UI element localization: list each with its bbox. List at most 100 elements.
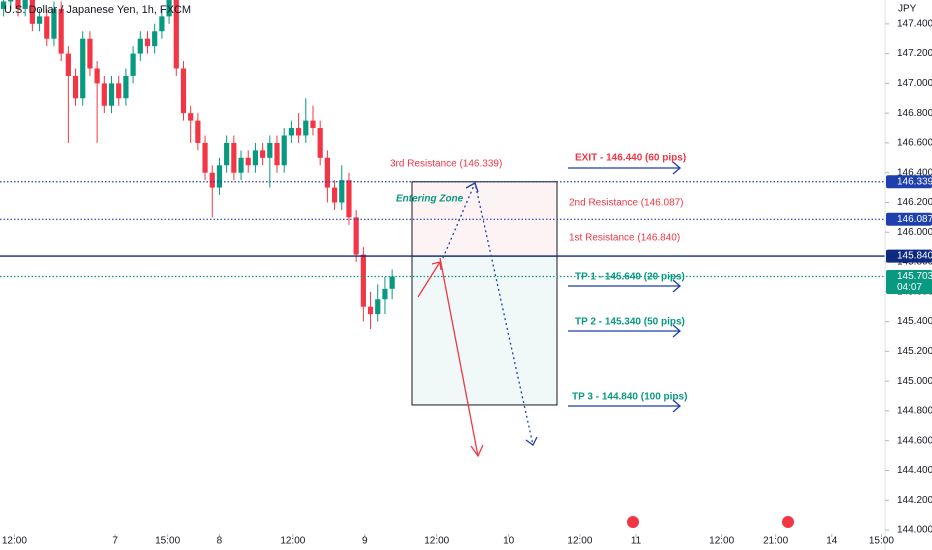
x-tick-label: 10	[503, 536, 515, 547]
y-tick-label: 144.800	[897, 406, 932, 417]
annotation: 3rd Resistance (146.339)	[390, 159, 502, 170]
price-label: 145.840	[897, 251, 932, 262]
y-tick-label: 146.800	[897, 108, 932, 119]
candle-body	[245, 157, 251, 166]
candle-body	[65, 53, 71, 76]
candle-body	[389, 276, 395, 289]
candle-body	[87, 38, 93, 69]
calendar-icons	[627, 516, 794, 528]
candle-body	[180, 68, 187, 114]
x-tick-label: 9	[362, 536, 368, 547]
candle-body	[108, 83, 115, 106]
y-tick-label: 145.000	[897, 376, 932, 387]
candle-body	[15, 0, 21, 9]
candle-body	[260, 150, 266, 158]
candle-body	[29, 0, 35, 24]
x-tick-label: 12:00	[424, 536, 449, 547]
y-tick-label: 144.200	[897, 495, 932, 506]
price-label: 146.087	[897, 214, 932, 225]
candle-body	[94, 68, 100, 84]
annotation: EXIT - 146.440 (60 pips)	[575, 153, 686, 164]
candle-body	[22, 0, 28, 9]
x-tick-label: 12:00	[2, 536, 27, 547]
x-tick-label: 11	[631, 536, 642, 547]
candle-body	[224, 142, 230, 166]
y-tick-label: 145.400	[897, 316, 932, 327]
chart-title: U.S. Dollar / Japanese Yen, 1h, FXCM	[4, 4, 191, 16]
price-label-bg	[886, 249, 932, 263]
price-label-bg	[886, 269, 932, 294]
candle-body	[324, 157, 330, 188]
x-tick-label: 15:00	[155, 536, 180, 547]
x-tick-label: 14	[826, 536, 838, 547]
x-tick-label: 12:00	[567, 536, 592, 547]
annotation: Entering Zone	[396, 194, 464, 205]
x-tick-label: 12:00	[280, 536, 305, 547]
candle-body	[202, 142, 208, 173]
candle-body	[130, 53, 136, 76]
candle-body	[288, 128, 295, 136]
y-tick-label: 145.200	[897, 346, 932, 357]
candle-body	[188, 113, 194, 121]
candle-body	[295, 128, 302, 136]
candle-body	[137, 38, 143, 54]
annotation: 1st Resistance (146.840)	[569, 233, 680, 244]
candle-body	[152, 31, 158, 47]
candle-body	[339, 180, 345, 203]
annotation: 2nd Resistance (146.087)	[569, 198, 684, 209]
y-tick-label: 146.000	[897, 227, 932, 238]
x-tick-label: 8	[217, 536, 223, 547]
candle-body	[159, 16, 165, 32]
x-tick-label: 12:00	[709, 536, 734, 547]
y-tick-label: 147.200	[897, 48, 932, 59]
candle-body	[80, 38, 86, 99]
annotation: TP 2 - 145.340 (50 pips)	[575, 317, 685, 328]
y-tick-label: 146.200	[897, 197, 932, 208]
arrows	[417, 161, 681, 458]
candle-body	[252, 150, 259, 166]
y-tick-label: 144.400	[897, 465, 932, 476]
y-tick-label: 147.000	[897, 78, 932, 89]
price-label: 145.703	[897, 271, 932, 282]
annotation: TP 1 - 145.640 (20 pips)	[575, 272, 685, 283]
candle-body	[72, 75, 79, 99]
candle-body	[144, 38, 151, 47]
candle-body	[303, 120, 309, 136]
candle-body	[216, 165, 223, 188]
price-label-bg	[886, 175, 932, 189]
candle-body	[166, 0, 172, 17]
zone	[411, 255, 558, 406]
y-tick-label: 146.600	[897, 138, 932, 149]
candle-body	[58, 8, 64, 54]
price-label-bg	[886, 212, 932, 226]
y-tick-label: 144.000	[897, 525, 932, 536]
candle-body	[173, 0, 179, 69]
x-tick-label: 7	[112, 536, 118, 547]
candle-body	[195, 120, 201, 143]
annotation: TP 3 - 144.840 (100 pips)	[572, 392, 687, 403]
candle-body	[238, 157, 244, 173]
candle-body	[274, 142, 280, 166]
candle-body	[116, 83, 122, 99]
y-tick-label: 144.600	[897, 435, 932, 446]
candle-body	[382, 288, 388, 300]
candle-body	[375, 299, 381, 315]
candle-body	[281, 135, 287, 166]
candle-body	[317, 128, 323, 158]
candle-body	[0, 1, 7, 9]
candle-body	[8, 0, 14, 2]
x-tick-label: 21:00	[763, 536, 788, 547]
candle-body	[36, 16, 43, 24]
candle-body	[353, 217, 359, 255]
y-tick-label: 147.400	[897, 18, 932, 29]
candle-body	[346, 180, 352, 218]
candle-body	[209, 172, 215, 188]
y-unit: JPY	[898, 4, 917, 15]
candle-body	[51, 8, 57, 39]
candle-body	[367, 306, 374, 315]
price-sublabel: 04:07	[897, 282, 922, 293]
x-tick-label: 15:00	[869, 536, 894, 547]
y-tick-label: 146.400	[897, 167, 932, 178]
candle-body	[331, 187, 338, 203]
candle-body	[267, 142, 273, 158]
